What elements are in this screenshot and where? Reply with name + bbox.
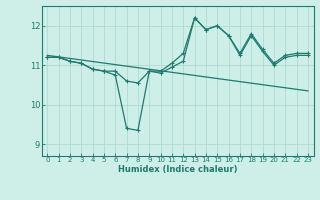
X-axis label: Humidex (Indice chaleur): Humidex (Indice chaleur) xyxy=(118,165,237,174)
